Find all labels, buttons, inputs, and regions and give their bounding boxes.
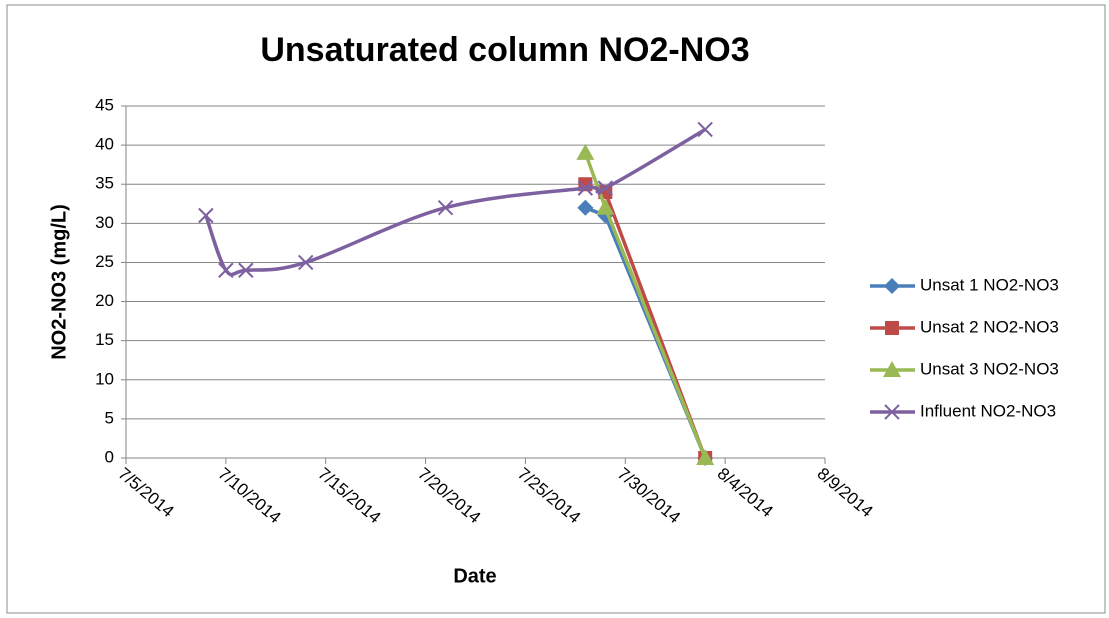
y-axis-label: NO2-NO3 (mg/L) [48,204,70,360]
y-tick-label: 0 [105,447,114,466]
legend-label: Influent NO2-NO3 [920,401,1056,420]
y-tick-label: 30 [95,213,114,232]
x-axis-label: Date [453,565,496,587]
legend-label: Unsat 3 NO2-NO3 [920,359,1059,378]
y-tick-label: 45 [95,95,114,114]
marker [298,254,314,271]
marker [198,207,214,224]
marker [697,121,713,138]
marker [884,278,900,294]
legend-label: Unsat 2 NO2-NO3 [920,317,1059,336]
marker [238,262,254,278]
chart-title: Unsaturated column NO2-NO3 [260,31,749,69]
marker [883,361,901,377]
marker [884,404,900,420]
y-tick-label: 20 [95,291,114,310]
legend-label: Unsat 1 NO2-NO3 [920,275,1059,294]
chart-frame [6,4,1106,614]
marker [885,321,899,335]
y-tick-label: 40 [95,135,114,154]
marker [577,180,594,196]
y-tick-label: 10 [95,369,114,388]
marker [696,449,715,465]
marker [437,199,454,216]
y-tick-label: 35 [95,174,114,193]
y-tick-label: 5 [105,408,114,427]
marker [218,262,234,278]
marker [596,198,615,215]
marker [597,180,614,196]
y-tick-label: 25 [95,252,114,271]
marker [577,199,594,216]
y-tick-label: 15 [95,330,114,349]
marker [576,143,595,160]
